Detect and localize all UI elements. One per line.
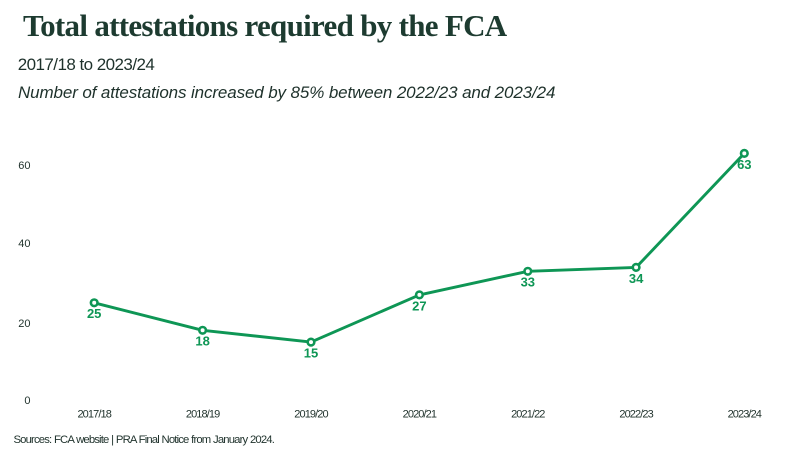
svg-text:2020/21: 2020/21 xyxy=(403,409,437,421)
svg-text:63: 63 xyxy=(737,157,751,172)
svg-text:33: 33 xyxy=(521,275,535,290)
svg-text:18: 18 xyxy=(195,334,209,349)
svg-text:2023/24: 2023/24 xyxy=(728,409,762,421)
svg-text:34: 34 xyxy=(629,271,644,286)
svg-text:2022/23: 2022/23 xyxy=(619,409,653,421)
svg-text:2017/18: 2017/18 xyxy=(77,409,111,421)
svg-text:20: 20 xyxy=(18,318,30,330)
svg-text:40: 40 xyxy=(18,238,30,250)
svg-text:2018/19: 2018/19 xyxy=(186,409,220,421)
svg-text:27: 27 xyxy=(412,298,426,313)
svg-text:15: 15 xyxy=(304,346,318,361)
svg-text:2019/20: 2019/20 xyxy=(294,409,328,421)
svg-text:0: 0 xyxy=(24,395,30,407)
svg-text:2021/22: 2021/22 xyxy=(511,409,545,421)
svg-text:60: 60 xyxy=(18,160,30,172)
svg-text:25: 25 xyxy=(87,306,101,321)
